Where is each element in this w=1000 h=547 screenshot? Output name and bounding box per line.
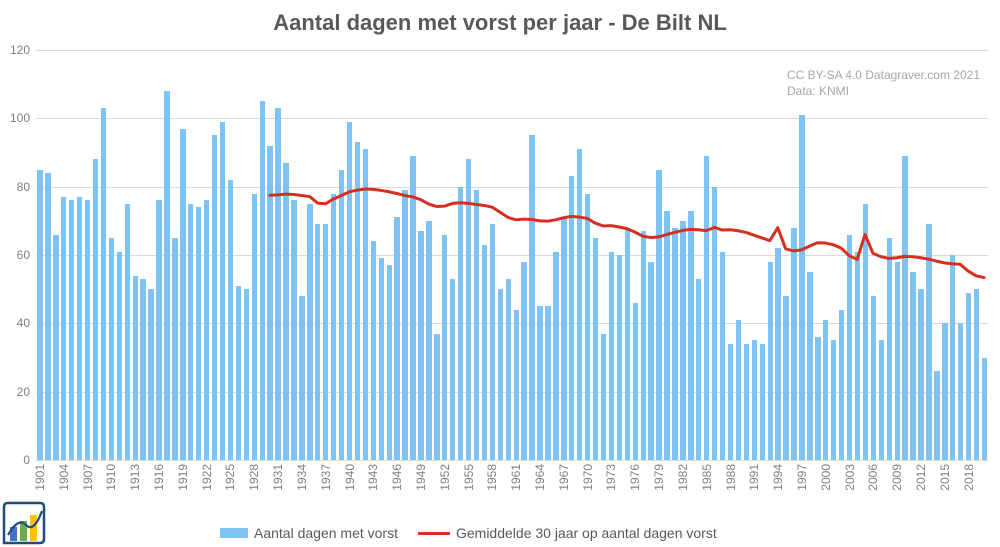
y-tick-label: 60 bbox=[17, 248, 36, 262]
x-tick-label: 1958 bbox=[485, 464, 499, 491]
x-tick-label: 1940 bbox=[343, 464, 357, 491]
x-tick-label: 1955 bbox=[462, 464, 476, 491]
legend: Aantal dagen met vorst Gemiddelde 30 jaa… bbox=[220, 525, 717, 541]
x-tick-label: 1991 bbox=[747, 464, 761, 491]
y-tick-label: 40 bbox=[17, 316, 36, 330]
x-tick-label: 2006 bbox=[866, 464, 880, 491]
x-tick-label: 2015 bbox=[938, 464, 952, 491]
x-tick-label: 1985 bbox=[700, 464, 714, 491]
x-tick-label: 1934 bbox=[295, 464, 309, 491]
legend-item-line: Gemiddelde 30 jaar op aantal dagen vorst bbox=[418, 525, 717, 541]
legend-label-bar: Aantal dagen met vorst bbox=[254, 525, 398, 541]
y-tick-label: 20 bbox=[17, 385, 36, 399]
x-tick-label: 1994 bbox=[771, 464, 785, 491]
y-tick-label: 80 bbox=[17, 180, 36, 194]
y-tick-label: 120 bbox=[10, 43, 36, 57]
x-tick-label: 1919 bbox=[176, 464, 190, 491]
x-tick-label: 1910 bbox=[104, 464, 118, 491]
x-tick-label: 1997 bbox=[795, 464, 809, 491]
x-tick-label: 1931 bbox=[271, 464, 285, 491]
x-tick-label: 1937 bbox=[319, 464, 333, 491]
x-tick-label: 1916 bbox=[152, 464, 166, 491]
trend-line bbox=[36, 50, 988, 460]
x-tick-label: 1973 bbox=[604, 464, 618, 491]
x-tick-label: 1982 bbox=[676, 464, 690, 491]
x-tick-label: 1901 bbox=[33, 464, 47, 491]
x-tick-label: 2012 bbox=[914, 464, 928, 491]
x-tick-label: 2009 bbox=[890, 464, 904, 491]
x-tick-label: 1988 bbox=[724, 464, 738, 491]
x-tick-label: 1961 bbox=[509, 464, 523, 491]
x-tick-label: 1928 bbox=[247, 464, 261, 491]
legend-item-bar: Aantal dagen met vorst bbox=[220, 525, 398, 541]
legend-label-line: Gemiddelde 30 jaar op aantal dagen vorst bbox=[456, 525, 717, 541]
x-tick-label: 2000 bbox=[819, 464, 833, 491]
x-tick-label: 1943 bbox=[366, 464, 380, 491]
plot-area: 020406080100120 bbox=[36, 50, 988, 460]
y-tick-label: 100 bbox=[10, 111, 36, 125]
chart-title: Aantal dagen met vorst per jaar - De Bil… bbox=[0, 10, 1000, 36]
x-tick-label: 1970 bbox=[581, 464, 595, 491]
gridline bbox=[36, 460, 988, 461]
x-tick-label: 1946 bbox=[390, 464, 404, 491]
x-tick-label: 1976 bbox=[628, 464, 642, 491]
x-tick-label: 1904 bbox=[57, 464, 71, 491]
x-tick-label: 1967 bbox=[557, 464, 571, 491]
x-tick-label: 2003 bbox=[843, 464, 857, 491]
legend-swatch-line bbox=[418, 532, 450, 535]
x-tick-label: 2018 bbox=[962, 464, 976, 491]
x-tick-label: 1949 bbox=[414, 464, 428, 491]
x-tick-label: 1907 bbox=[81, 464, 95, 491]
datagraver-logo bbox=[2, 501, 46, 545]
x-tick-label: 1913 bbox=[128, 464, 142, 491]
x-tick-label: 1979 bbox=[652, 464, 666, 491]
chart-container: Aantal dagen met vorst per jaar - De Bil… bbox=[0, 0, 1000, 547]
x-tick-label: 1964 bbox=[533, 464, 547, 491]
x-tick-label: 1922 bbox=[200, 464, 214, 491]
x-tick-label: 1925 bbox=[223, 464, 237, 491]
x-tick-label: 1952 bbox=[438, 464, 452, 491]
legend-swatch-bar bbox=[220, 528, 248, 538]
